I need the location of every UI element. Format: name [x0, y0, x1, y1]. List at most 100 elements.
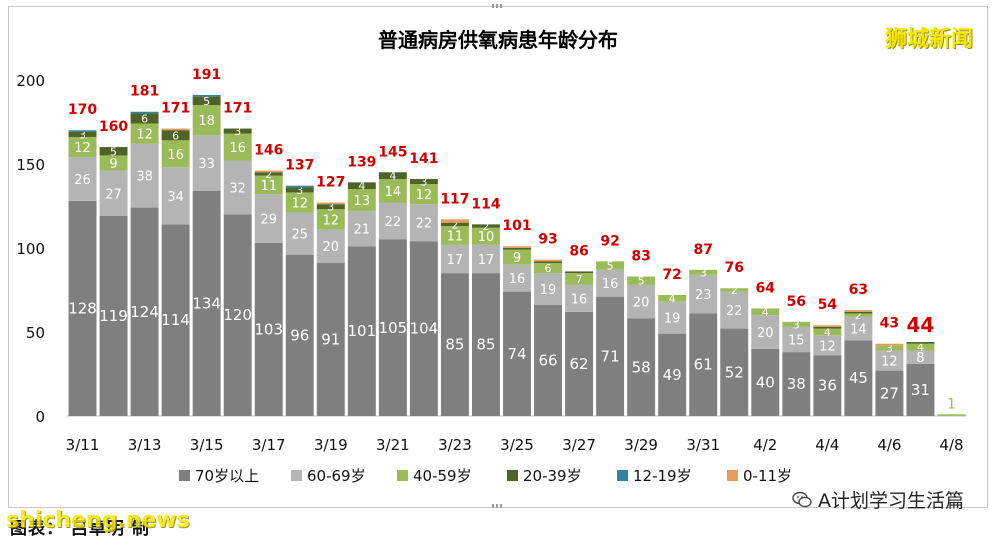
- legend-label: 0-11岁: [743, 467, 792, 485]
- x-tick-label: 3/23: [438, 436, 472, 454]
- bar-segment-value-label: 38: [787, 375, 806, 393]
- bar-segment-value-label: 19: [540, 283, 557, 298]
- x-tick-label: 3/15: [190, 436, 224, 454]
- bar-segment: [316, 263, 345, 416]
- bar-segment: [130, 123, 159, 144]
- bar-segment: [440, 244, 469, 274]
- bar-total-label: 145: [378, 144, 407, 160]
- bar-segment-value-label: 5: [638, 275, 645, 288]
- bar-segment-value-label: 4: [358, 180, 365, 193]
- bar-segment: [378, 172, 407, 179]
- bar-segment: [409, 184, 438, 205]
- resize-handle-bottom[interactable]: [492, 504, 504, 508]
- bar-segment-value-label: 14: [385, 185, 402, 200]
- bar-segment-value-label: 20: [323, 240, 340, 255]
- bar-segment: [720, 288, 749, 292]
- bar-segment-value-label: 3: [886, 342, 893, 355]
- bar-segment-value-label: 104: [410, 320, 439, 338]
- bar-segment: [440, 219, 469, 223]
- bar-segment: [192, 135, 221, 191]
- bar-total-label: 54: [818, 297, 838, 313]
- bar-segment-value-label: 33: [198, 157, 215, 172]
- bar-segment: [409, 178, 438, 185]
- bar-segment: [813, 355, 842, 416]
- legend-label: 20-39岁: [523, 467, 582, 485]
- bar-segment: [347, 210, 376, 247]
- bar-segment: [565, 311, 594, 416]
- bar-segment: [875, 343, 904, 346]
- x-tick-label: 3/27: [562, 436, 596, 454]
- bar-segment-value-label: 85: [445, 336, 464, 354]
- bar-segment-value-label: 3: [296, 184, 303, 197]
- bar-segment: [503, 249, 531, 265]
- bar-segment-value-label: 25: [291, 228, 308, 243]
- bar-segment-value-label: 19: [664, 312, 681, 327]
- bar-segment-value-label: 2: [855, 309, 862, 322]
- bar-total-label: 101: [502, 218, 531, 234]
- bar-segment-value-label: 16: [167, 148, 184, 163]
- bar-segment: [875, 370, 904, 416]
- legend-label: 12-19岁: [633, 467, 692, 485]
- bar-segment-value-label: 22: [726, 304, 743, 319]
- bar-segment-value-label: 49: [663, 366, 682, 384]
- bar-segment: [378, 178, 407, 203]
- bar-segment-value-label: 9: [513, 251, 521, 266]
- bar-segment: [565, 271, 594, 274]
- bar-segment-value-label: 23: [695, 288, 712, 303]
- stacked-bar-chart: 普通病房供氧病患年龄分布0501001502001282612317011927…: [16, 28, 967, 485]
- x-tick-label: 3/11: [66, 436, 100, 454]
- bar-segment-value-label: 12: [74, 141, 91, 156]
- bar-total-label: 141: [409, 151, 438, 167]
- bar-segment-value-label: 10: [478, 230, 495, 245]
- bar-segment: [161, 140, 190, 168]
- bar-segment-value-label: 128: [68, 299, 97, 317]
- bar-segment: [503, 247, 531, 250]
- x-tick-label: 4/6: [877, 436, 901, 454]
- bar-segment: [68, 157, 97, 201]
- bar-segment: [285, 212, 314, 255]
- bar-segment-value-label: 91: [321, 331, 340, 349]
- bar-segment: [472, 273, 500, 416]
- bar-segment-value-label: 9: [109, 157, 117, 172]
- bar-segment: [68, 130, 97, 132]
- bar-total-label: 146: [254, 143, 283, 159]
- bar-segment-value-label: 61: [694, 356, 713, 374]
- bar-total-label: 56: [787, 294, 806, 310]
- bar-segment: [440, 273, 469, 416]
- bar-segment: [596, 269, 625, 297]
- bar-segment-value-label: 85: [476, 336, 495, 354]
- bar-segment-value-label: 16: [229, 141, 246, 156]
- bar-total-label: 191: [192, 67, 221, 83]
- bar-segment: [130, 143, 159, 208]
- bar-segment-value-label: 11: [260, 179, 277, 194]
- bar-segment-value-label: 12: [819, 339, 836, 354]
- bar-segment-value-label: 21: [354, 223, 371, 238]
- bar-segment: [813, 335, 842, 356]
- bar-segment-value-label: 6: [172, 129, 179, 142]
- bar-segment-value-label: 4: [824, 326, 831, 339]
- bar-segment: [844, 316, 873, 341]
- bar-segment: [534, 305, 562, 416]
- bar-total-label: 63: [849, 282, 868, 298]
- bar-segment: [658, 333, 687, 416]
- bar-segment: [192, 105, 221, 136]
- bar-segment: [254, 170, 283, 173]
- bar-segment: [192, 190, 221, 416]
- bar-segment: [906, 350, 935, 364]
- resize-handle-top[interactable]: [492, 4, 504, 8]
- bar-segment-value-label: 15: [788, 334, 805, 349]
- x-tick-label: 3/25: [500, 436, 534, 454]
- bar-segment-value-label: 4: [389, 170, 396, 183]
- bar-segment-value-label: 27: [105, 187, 122, 202]
- bar-segment-value-label: 40: [756, 373, 775, 391]
- bar-segment: [689, 313, 718, 416]
- bar-segment-value-label: 2: [265, 168, 272, 181]
- bar-segment: [689, 274, 718, 314]
- bar-segment-value-label: 12: [323, 213, 340, 228]
- bar-segment-value-label: 2: [731, 284, 738, 297]
- y-tick-label: 100: [16, 240, 45, 258]
- legend-swatch: [179, 470, 190, 481]
- wechat-account-name: A计划学习生活篇: [818, 490, 964, 512]
- bar-segment: [223, 128, 252, 134]
- bar-segment-value-label: 17: [447, 253, 464, 268]
